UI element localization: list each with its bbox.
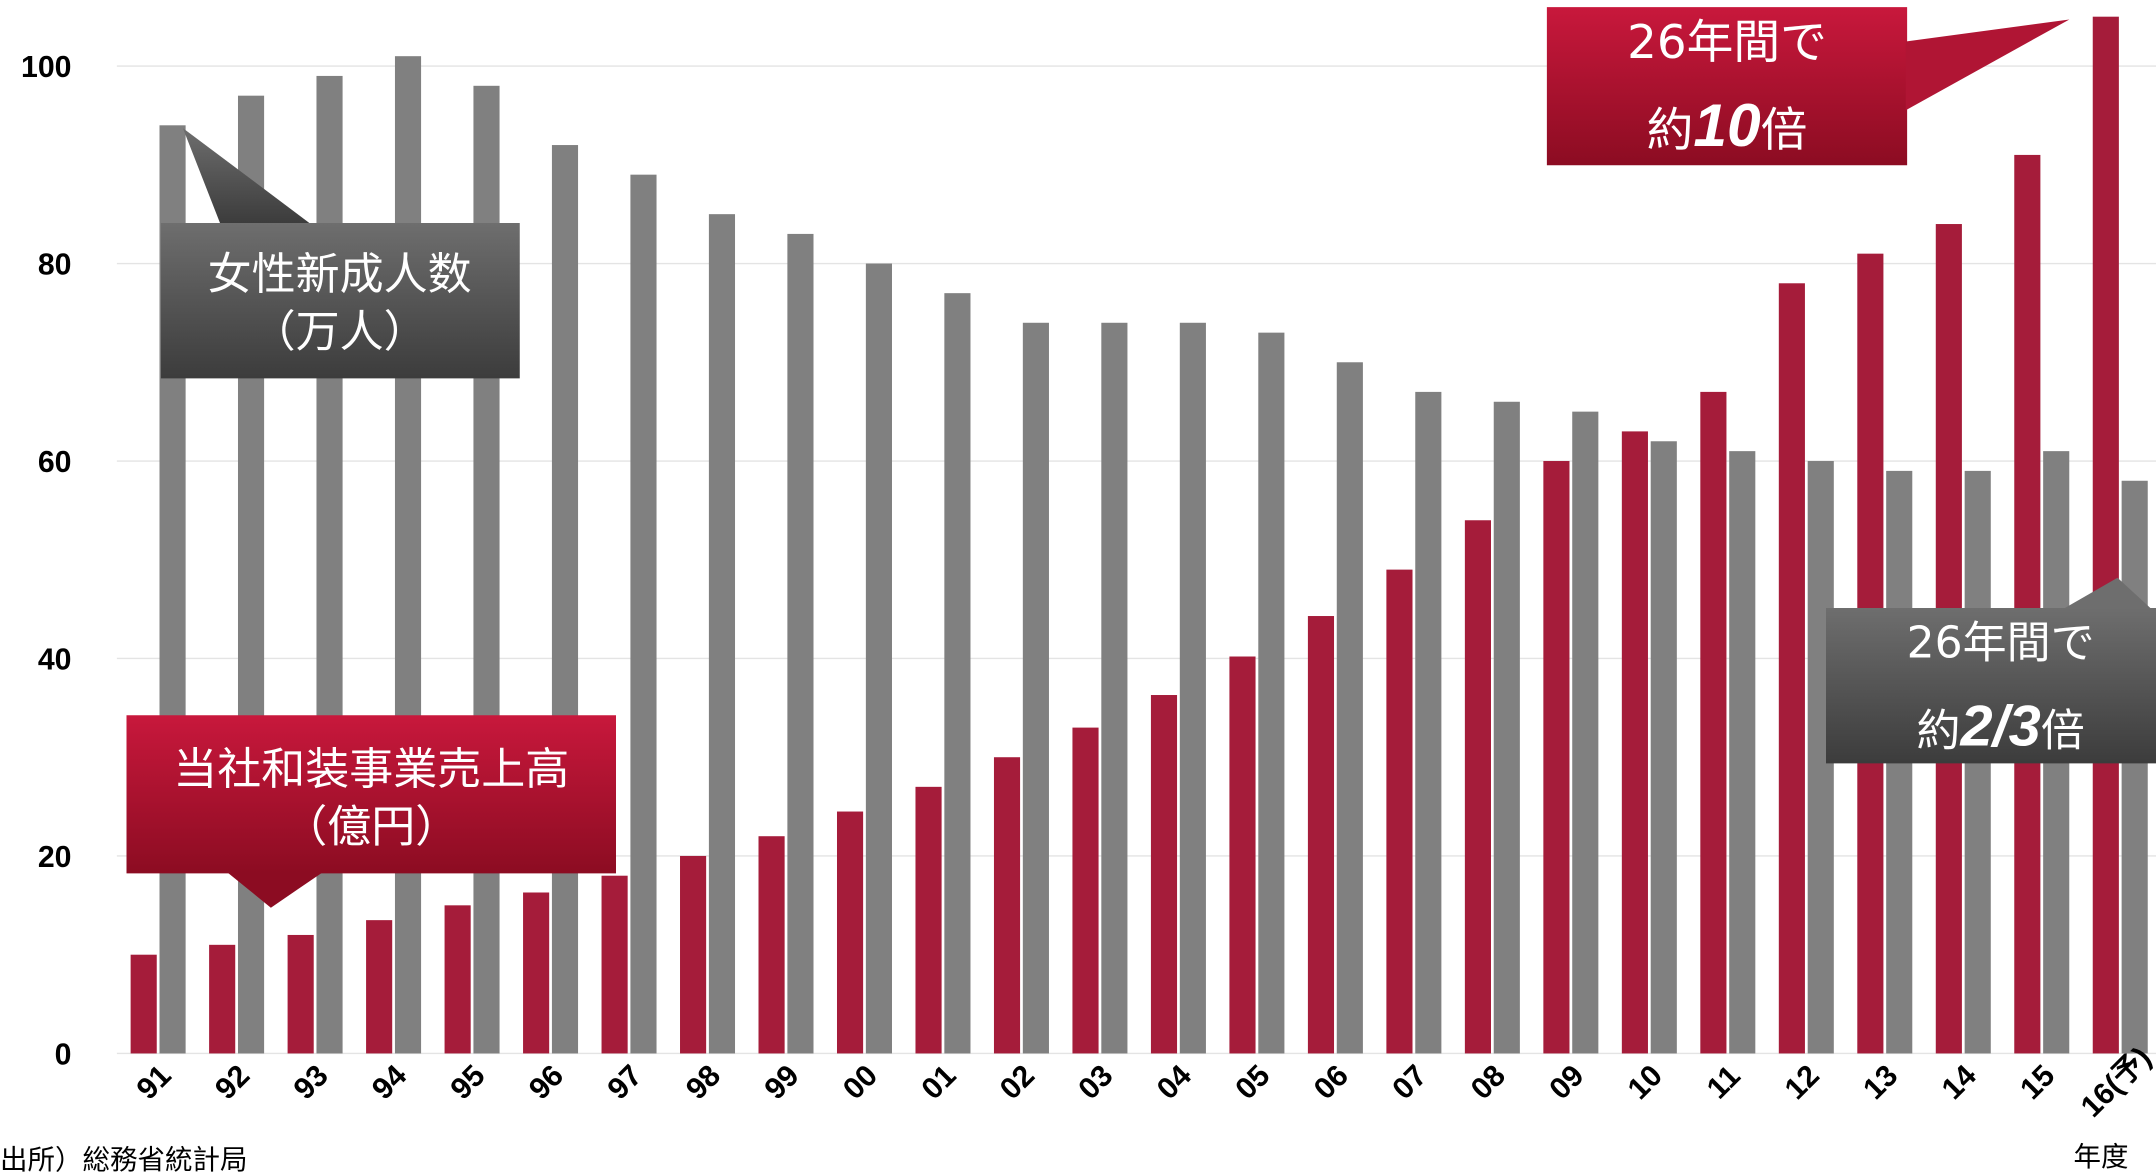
y-tick-label: 100 (21, 51, 71, 84)
y-tick-label: 20 (38, 841, 72, 874)
bar (601, 875, 628, 1054)
callout-unit: （億円） (283, 802, 459, 853)
annotation-line: 26年間で (1907, 617, 2095, 668)
x-tick-label: 93 (288, 1059, 335, 1106)
x-tick-label: 12 (1779, 1059, 1826, 1106)
annotation-women: 26年間で 約2/3倍 (1826, 577, 2156, 764)
bar (2121, 480, 2148, 1054)
bar (1101, 322, 1128, 1054)
bar (1778, 283, 1805, 1054)
bar (316, 75, 343, 1054)
annotation-text: 約 (1647, 104, 1694, 158)
bar (1729, 451, 1756, 1054)
bar (630, 174, 657, 1054)
annotation-text: 倍 (1761, 104, 1808, 158)
bar (836, 811, 864, 1054)
x-tick-label: 00 (837, 1059, 884, 1106)
bar (758, 836, 785, 1054)
bar (865, 263, 892, 1054)
x-tick-label: 08 (1465, 1059, 1512, 1106)
x-tick-label: 05 (1229, 1059, 1276, 1106)
y-tick-label: 80 (38, 249, 72, 282)
bar (1543, 461, 1570, 1054)
x-axis-label: 年度 (2074, 1141, 2129, 1173)
x-tick-label: 92 (209, 1059, 256, 1106)
bar (2014, 154, 2041, 1054)
bar (287, 934, 314, 1054)
bar (1415, 391, 1442, 1054)
bar (708, 214, 736, 1054)
bar (1464, 520, 1491, 1054)
x-tick-label: 97 (602, 1059, 649, 1106)
y-tick-label: 0 (55, 1038, 72, 1071)
bar (1150, 695, 1178, 1054)
bar (1650, 441, 1677, 1054)
bar (394, 56, 422, 1054)
x-tick-label: 01 (915, 1059, 962, 1106)
annotation-sales: 26年間で 約10倍 (1546, 7, 2070, 166)
x-tick-label: 13 (1857, 1059, 1904, 1106)
bar (1700, 391, 1727, 1054)
x-tick-label: 11 (1701, 1059, 1747, 1105)
bar (1229, 656, 1256, 1054)
x-tick-label: 14 (1936, 1059, 1983, 1106)
bar (1179, 322, 1206, 1054)
x-tick-label: 91 (131, 1059, 178, 1106)
bar (1072, 727, 1099, 1054)
annotation-text: 約 (1916, 705, 1960, 756)
y-tick-label: 40 (38, 643, 72, 676)
bar (1022, 322, 1049, 1054)
bar (1493, 401, 1520, 1054)
x-tick-label: 15 (2014, 1059, 2061, 1106)
x-tick-label: 95 (445, 1059, 492, 1106)
x-tick-label: 06 (1308, 1059, 1355, 1106)
x-tick-label: 04 (1151, 1059, 1198, 1106)
bar (787, 233, 814, 1054)
annotation-text: 倍 (2041, 705, 2085, 756)
bar (366, 920, 393, 1054)
bar (1307, 616, 1335, 1054)
callout-label: 当社和装事業売上高 (173, 744, 569, 795)
bar (1336, 362, 1363, 1054)
callout-unit: （万人） (252, 307, 428, 358)
x-tick-label: 09 (1543, 1059, 1590, 1106)
x-tick-label: 96 (523, 1059, 570, 1106)
x-tick-label: 98 (680, 1059, 727, 1106)
x-tick-label: 07 (1386, 1059, 1433, 1106)
x-tick-label: 02 (994, 1059, 1041, 1106)
y-tick-label: 60 (38, 446, 72, 479)
bar (1572, 411, 1599, 1054)
annotation-line: 約10倍 (1647, 91, 1808, 159)
annotation-line: 26年間で (1627, 16, 1827, 70)
bar (209, 944, 236, 1054)
annotation-line: 約2/3倍 (1916, 694, 2084, 758)
x-tick-label: 03 (1072, 1059, 1119, 1106)
bar (551, 145, 579, 1054)
bar (444, 905, 471, 1054)
source: 出所）総務省統計局 (0, 1144, 248, 1176)
bar (523, 892, 550, 1054)
bar (130, 954, 157, 1054)
bar (944, 293, 971, 1054)
callout-label: 女性新成人数 (208, 249, 472, 300)
bar (1258, 332, 1285, 1054)
bar (680, 855, 707, 1054)
x-tick-label: 99 (758, 1059, 805, 1106)
bar (1621, 431, 1648, 1054)
annotation-emph: 2/3 (1959, 694, 2040, 758)
bar (915, 786, 942, 1054)
annotation-emph: 10 (1693, 91, 1761, 159)
callout-sales: 当社和装事業売上高 （億円） (126, 715, 616, 908)
x-tick-label: 10 (1622, 1059, 1669, 1106)
bar (1386, 569, 1413, 1054)
bar (2092, 16, 2119, 1054)
bar (993, 757, 1021, 1054)
callout-women: 女性新成人数 （万人） (160, 128, 520, 379)
x-tick-label: 94 (366, 1059, 413, 1106)
